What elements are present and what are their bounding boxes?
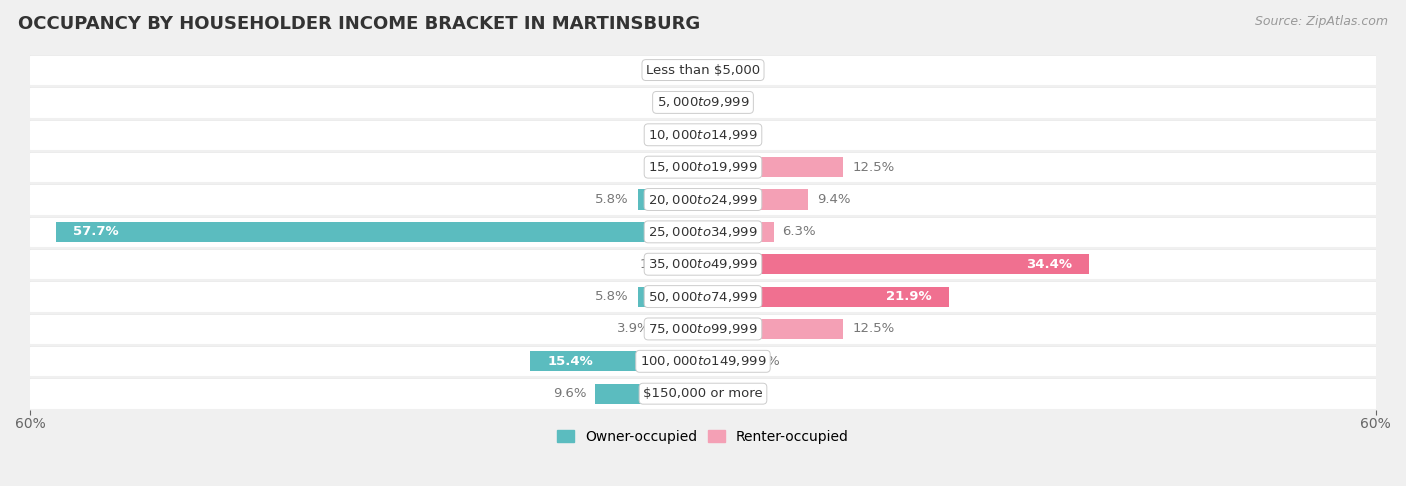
Text: 0.0%: 0.0% bbox=[714, 96, 748, 109]
Bar bbox=[31, 378, 1375, 410]
Text: 12.5%: 12.5% bbox=[852, 161, 894, 174]
Bar bbox=[703, 190, 808, 209]
Bar bbox=[703, 287, 949, 307]
Text: 0.0%: 0.0% bbox=[658, 64, 692, 77]
Bar bbox=[56, 222, 703, 242]
Text: $5,000 to $9,999: $5,000 to $9,999 bbox=[657, 95, 749, 109]
Text: Source: ZipAtlas.com: Source: ZipAtlas.com bbox=[1254, 15, 1388, 28]
Text: 0.0%: 0.0% bbox=[658, 96, 692, 109]
Text: 9.4%: 9.4% bbox=[817, 193, 851, 206]
Bar bbox=[31, 380, 1375, 408]
Text: 0.0%: 0.0% bbox=[714, 64, 748, 77]
Bar bbox=[31, 87, 1375, 118]
Text: 5.8%: 5.8% bbox=[595, 193, 628, 206]
Bar bbox=[31, 347, 1375, 376]
Bar bbox=[31, 315, 1375, 343]
Bar bbox=[31, 151, 1375, 183]
Text: 0.0%: 0.0% bbox=[658, 161, 692, 174]
Bar bbox=[659, 319, 703, 339]
Text: 0.0%: 0.0% bbox=[714, 128, 748, 141]
Bar bbox=[703, 157, 844, 177]
Text: $35,000 to $49,999: $35,000 to $49,999 bbox=[648, 257, 758, 271]
Bar bbox=[31, 218, 1375, 246]
Bar bbox=[638, 190, 703, 209]
Text: 15.4%: 15.4% bbox=[547, 355, 593, 368]
Bar bbox=[638, 287, 703, 307]
Bar bbox=[31, 313, 1375, 345]
Bar bbox=[31, 346, 1375, 377]
Bar bbox=[31, 281, 1375, 312]
Bar bbox=[31, 119, 1375, 151]
Bar bbox=[31, 56, 1375, 84]
Text: OCCUPANCY BY HOUSEHOLDER INCOME BRACKET IN MARTINSBURG: OCCUPANCY BY HOUSEHOLDER INCOME BRACKET … bbox=[18, 15, 700, 33]
Text: 57.7%: 57.7% bbox=[73, 226, 118, 238]
Bar bbox=[595, 383, 703, 404]
Text: 9.6%: 9.6% bbox=[553, 387, 586, 400]
Bar bbox=[703, 319, 844, 339]
Text: Less than $5,000: Less than $5,000 bbox=[645, 64, 761, 77]
Text: 5.8%: 5.8% bbox=[595, 290, 628, 303]
Text: 6.3%: 6.3% bbox=[783, 226, 817, 238]
Bar bbox=[31, 54, 1375, 86]
Bar bbox=[31, 248, 1375, 280]
Text: $75,000 to $99,999: $75,000 to $99,999 bbox=[648, 322, 758, 336]
Text: $15,000 to $19,999: $15,000 to $19,999 bbox=[648, 160, 758, 174]
Bar bbox=[31, 153, 1375, 181]
Bar bbox=[31, 250, 1375, 278]
Text: 0.0%: 0.0% bbox=[714, 387, 748, 400]
Bar bbox=[31, 216, 1375, 248]
Text: 21.9%: 21.9% bbox=[886, 290, 932, 303]
Bar bbox=[703, 254, 1088, 274]
Text: 12.5%: 12.5% bbox=[852, 322, 894, 335]
Text: 3.9%: 3.9% bbox=[617, 322, 651, 335]
Text: 34.4%: 34.4% bbox=[1026, 258, 1071, 271]
Text: 0.0%: 0.0% bbox=[658, 128, 692, 141]
Bar bbox=[31, 88, 1375, 117]
Bar bbox=[31, 121, 1375, 149]
Text: $100,000 to $149,999: $100,000 to $149,999 bbox=[640, 354, 766, 368]
Text: $150,000 or more: $150,000 or more bbox=[643, 387, 763, 400]
Text: 1.9%: 1.9% bbox=[640, 258, 672, 271]
Text: $50,000 to $74,999: $50,000 to $74,999 bbox=[648, 290, 758, 304]
Text: $10,000 to $14,999: $10,000 to $14,999 bbox=[648, 128, 758, 142]
Text: $25,000 to $34,999: $25,000 to $34,999 bbox=[648, 225, 758, 239]
Bar bbox=[703, 222, 773, 242]
Text: $20,000 to $24,999: $20,000 to $24,999 bbox=[648, 192, 758, 207]
Bar bbox=[31, 184, 1375, 215]
Bar bbox=[31, 282, 1375, 311]
Bar bbox=[530, 351, 703, 371]
Bar bbox=[703, 351, 738, 371]
Bar bbox=[682, 254, 703, 274]
Legend: Owner-occupied, Renter-occupied: Owner-occupied, Renter-occupied bbox=[551, 424, 855, 449]
Bar bbox=[31, 185, 1375, 214]
Text: 3.1%: 3.1% bbox=[747, 355, 780, 368]
